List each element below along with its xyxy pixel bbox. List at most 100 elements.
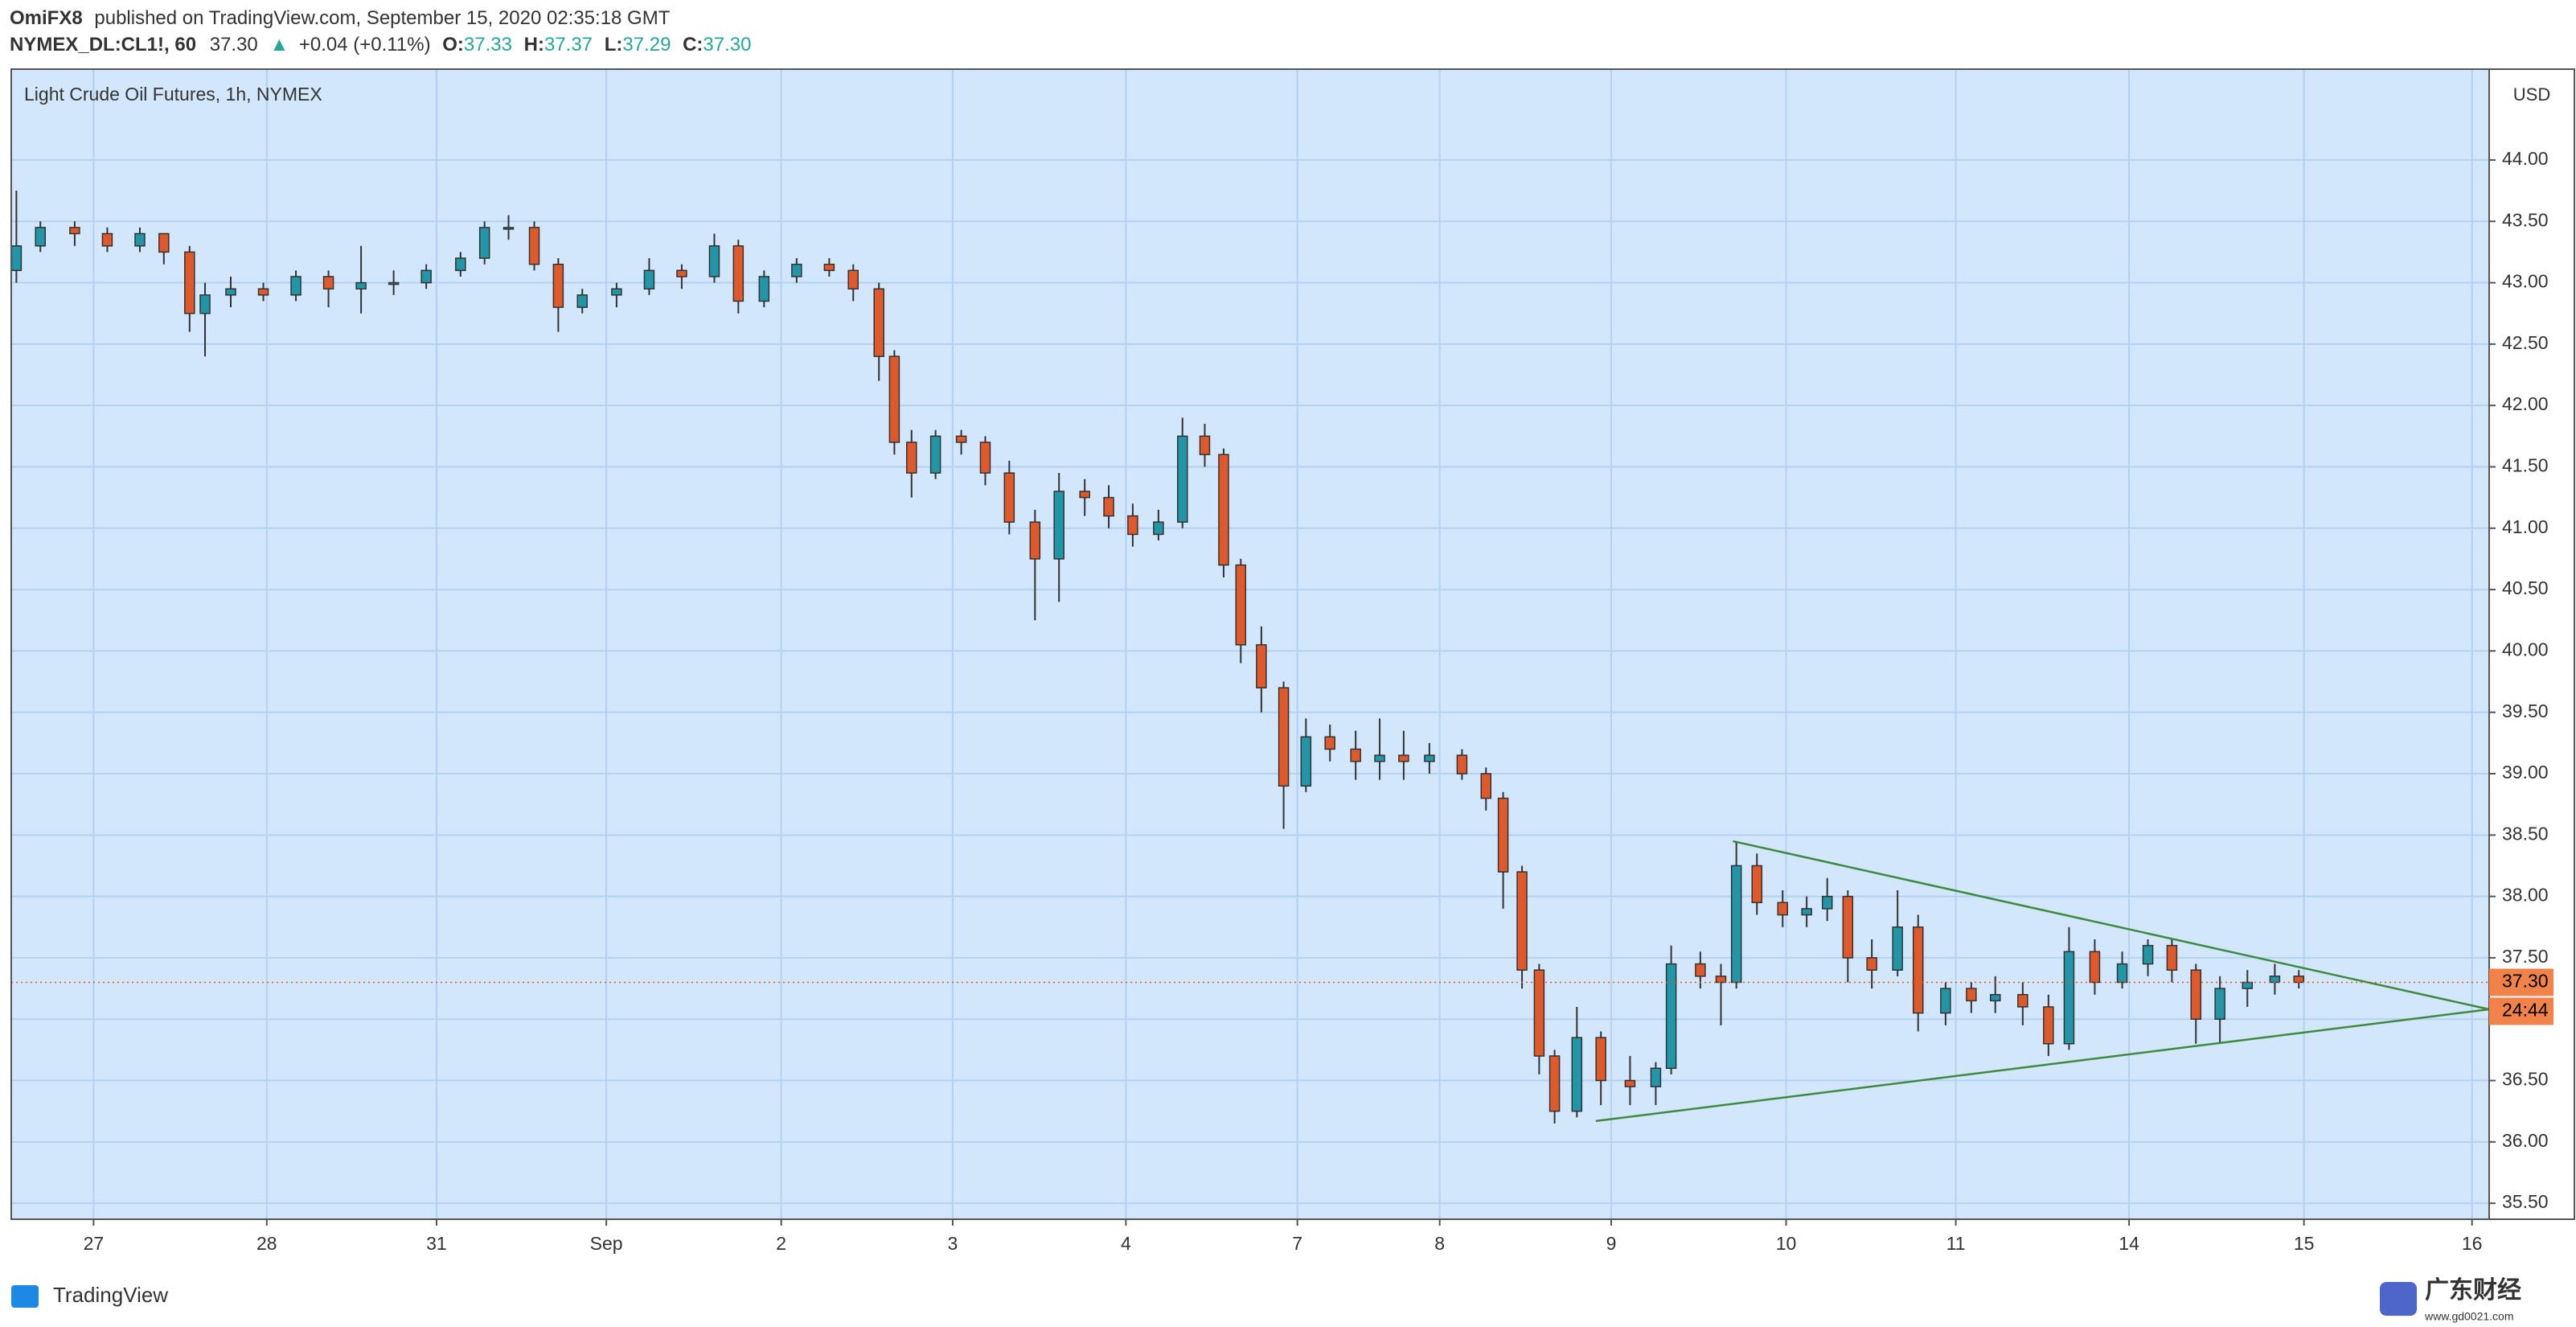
candle-body xyxy=(1842,895,1854,959)
candle-body xyxy=(1595,1037,1606,1082)
countdown: 24:44 xyxy=(2502,1000,2549,1021)
y-tick-label: 43.00 xyxy=(2502,271,2549,292)
y-tick-label: 39.50 xyxy=(2502,700,2549,721)
candle-body xyxy=(1730,865,1742,984)
arrow: ▲ xyxy=(269,34,289,55)
candle-body xyxy=(576,294,588,308)
candle-body xyxy=(2017,993,2028,1008)
o: 37.33 xyxy=(464,34,512,55)
candle-body xyxy=(1624,1079,1636,1087)
y-tick-label: 36.50 xyxy=(2502,1069,2549,1090)
candle-body xyxy=(355,281,367,290)
x-tick-label: 11 xyxy=(1946,1233,1966,1254)
candle-body xyxy=(676,269,687,277)
trendline xyxy=(1733,840,2490,1011)
l-label: L: xyxy=(605,34,623,55)
candle-body xyxy=(2293,976,2305,984)
candle-body xyxy=(10,245,23,272)
candle-body xyxy=(69,227,80,235)
h-label: H: xyxy=(524,34,544,55)
x-tick-label: 14 xyxy=(2119,1233,2139,1254)
y-tick-label: 39.00 xyxy=(2502,762,2549,783)
y-tick-label: 44.00 xyxy=(2502,148,2549,169)
candle-body xyxy=(1650,1067,1662,1087)
candle-body xyxy=(1350,748,1361,762)
candle-body xyxy=(35,227,47,247)
candle-body xyxy=(1235,564,1247,646)
frame xyxy=(10,68,2575,1220)
candle-body xyxy=(1456,754,1468,774)
last: 37.30 xyxy=(210,34,258,55)
y-tick-label: 35.50 xyxy=(2502,1191,2549,1212)
candle-body xyxy=(2214,988,2225,1020)
grid xyxy=(11,69,2489,1219)
axes: 35.5036.0036.5037.0037.5038.0038.5039.00… xyxy=(84,148,2553,1254)
y-tick-label: 37.50 xyxy=(2502,946,2549,967)
candle-body xyxy=(1516,871,1528,971)
candle-body xyxy=(1398,754,1409,762)
candle-body xyxy=(478,227,490,259)
footer: TradingView 广东财经 www.gd0021.com xyxy=(11,1276,2521,1323)
change: +0.04 (+0.11%) xyxy=(299,34,431,55)
unit: USD xyxy=(2513,84,2550,105)
candle-body xyxy=(2043,1006,2054,1045)
candle-body xyxy=(2063,951,2075,1045)
h: 37.37 xyxy=(544,34,593,55)
symbol-line: NYMEX_DL:CL1!, 60 37.30 ▲ +0.04 (+0.11%)… xyxy=(10,34,751,55)
candle-body xyxy=(1751,865,1763,904)
candle-body xyxy=(979,442,991,474)
candle-body xyxy=(1127,515,1138,536)
watermark-logo xyxy=(2380,1282,2417,1316)
brand: TradingView xyxy=(53,1283,168,1307)
candle-body xyxy=(1866,957,1877,971)
candle-body xyxy=(1153,521,1164,536)
candle-body xyxy=(2242,981,2254,989)
c-label: C: xyxy=(683,34,703,55)
candle-body xyxy=(2089,951,2101,984)
candle-body xyxy=(552,263,564,308)
x-tick-label: 7 xyxy=(1292,1233,1302,1254)
l: 37.29 xyxy=(622,34,671,55)
candle-body xyxy=(611,288,622,296)
y-tick-label: 42.00 xyxy=(2502,393,2549,414)
candle-body xyxy=(2142,944,2154,965)
header-line: OmiFX8 published on TradingView.com, Sep… xyxy=(10,7,671,29)
candle-body xyxy=(1079,491,1090,499)
price-axis xyxy=(2489,69,2574,1219)
plot-area xyxy=(11,69,2489,1219)
candle-body xyxy=(1715,976,1727,984)
candle-body xyxy=(732,245,744,302)
candle-body xyxy=(2166,944,2178,971)
candle-body xyxy=(1029,521,1041,560)
candle-body xyxy=(1548,1055,1561,1112)
candle-body xyxy=(134,232,146,247)
candle-body xyxy=(420,269,432,284)
y-tick-label: 36.00 xyxy=(2502,1130,2549,1151)
x-tick-label: 4 xyxy=(1121,1233,1131,1254)
brand-logo xyxy=(11,1285,39,1308)
published: published on TradingView.com, September … xyxy=(94,7,670,29)
c: 37.30 xyxy=(703,34,751,55)
candle-body xyxy=(1424,754,1435,762)
y-tick-label: 40.00 xyxy=(2502,639,2549,659)
candle-body xyxy=(1777,902,1789,916)
candle-body xyxy=(1003,472,1015,523)
candle-body xyxy=(1966,988,1977,1002)
x-tick-label: 31 xyxy=(426,1233,447,1254)
candle-body xyxy=(1821,895,1833,910)
y-tick-label: 40.50 xyxy=(2502,577,2549,598)
y-tick-label: 41.50 xyxy=(2502,455,2549,476)
candle-body xyxy=(1571,1037,1583,1112)
candle-body xyxy=(1374,754,1385,762)
candle-body xyxy=(388,281,400,286)
candle-body xyxy=(158,232,170,253)
candle-body xyxy=(1053,491,1064,560)
candle-body xyxy=(888,355,900,443)
candle-body xyxy=(1278,687,1290,787)
candles xyxy=(10,191,2490,1124)
candle-body xyxy=(791,263,802,277)
watermark-url: www.gd0021.com xyxy=(2424,1310,2514,1323)
candle-body xyxy=(823,263,835,272)
y-tick-label: 41.00 xyxy=(2502,516,2549,537)
x-tick-label: 8 xyxy=(1434,1233,1445,1254)
